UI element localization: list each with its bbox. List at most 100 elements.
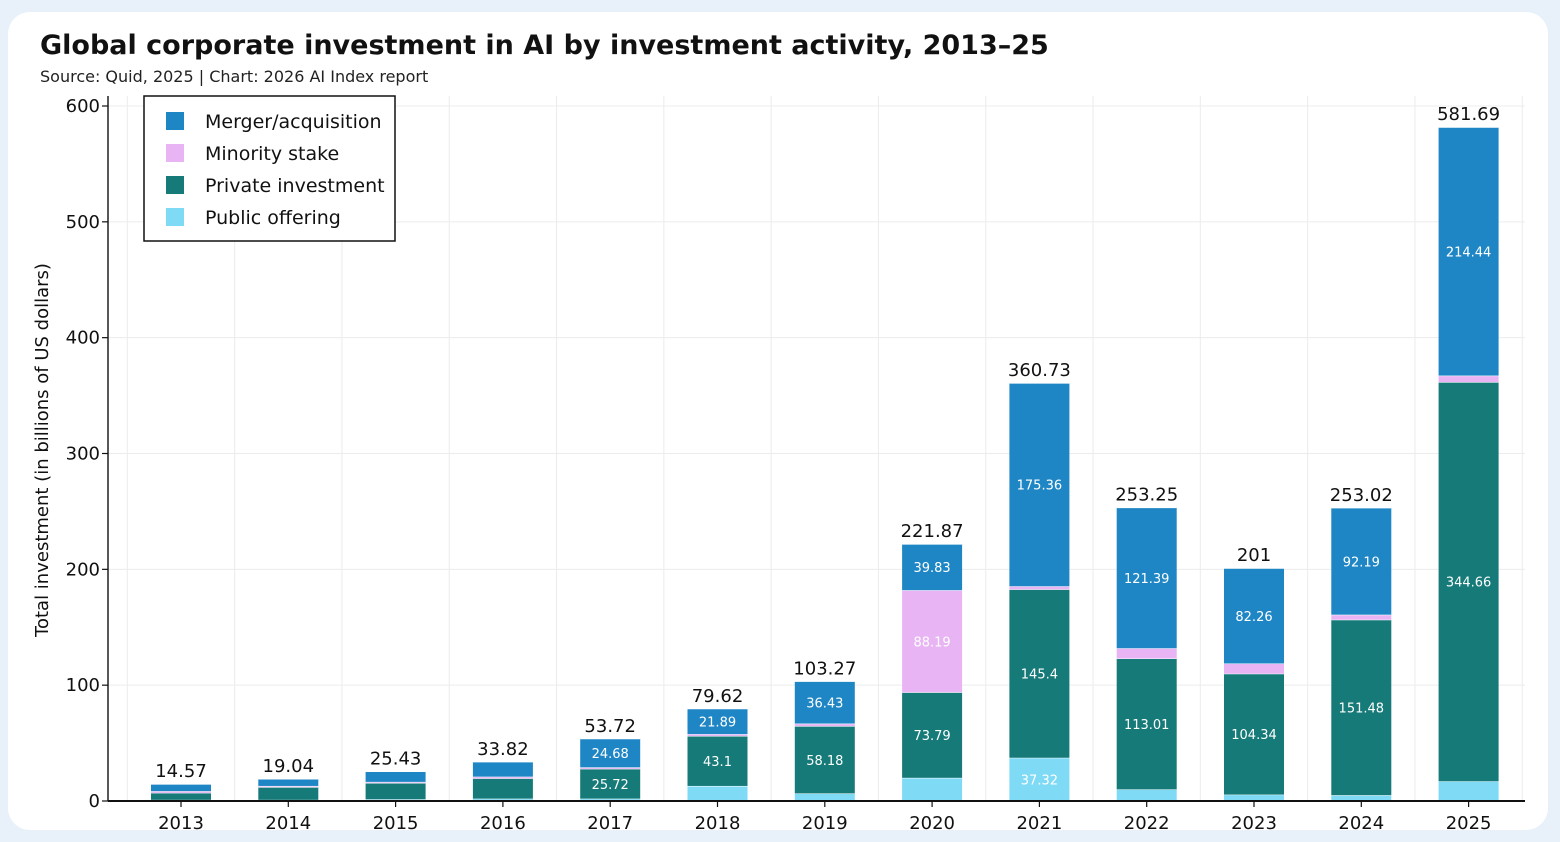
y-tick-label: 100 [66,675,100,696]
segment-value-label: 214.44 [1446,245,1492,260]
bar-total-label: 14.57 [155,761,207,782]
bar-segment-minority-stake [1224,663,1284,674]
legend-label: Minority stake [205,143,339,165]
x-tick-label: 2025 [1446,813,1492,834]
bar-segment-merger-acquisition [258,778,319,786]
legend-swatch [166,112,184,130]
y-tick-label: 300 [66,444,100,465]
legend-label: Private investment [205,175,385,197]
bar-segment-minority-stake [580,767,641,769]
bar-total-label: 53.72 [584,716,636,737]
x-tick-label: 2020 [909,813,955,834]
bar-total-label: 79.62 [692,686,744,707]
y-tick-label: 200 [66,559,100,580]
bar-segment-minority-stake [1116,648,1177,659]
x-tick-label: 2021 [1016,813,1062,834]
bar-segment-public-offering [1438,781,1499,801]
bar-segment-merger-acquisition [151,784,211,792]
bar-segment-public-offering [1331,795,1392,801]
bar-total-label: 581.69 [1437,104,1500,125]
x-tick-label: 2023 [1231,813,1277,834]
x-tick-label: 2024 [1338,813,1384,834]
bar-total-label: 33.82 [477,739,529,760]
grid-lines [108,96,1525,801]
bar-segment-minority-stake [365,781,426,784]
bar-segment-merger-acquisition [1224,568,1284,664]
segment-value-label: 113.01 [1124,718,1170,733]
bar-segment-minority-stake [258,785,319,788]
bar-segment-minority-stake [151,791,211,793]
bar-segment-merger-acquisition [365,771,426,782]
bar-segment-private-investment [902,692,963,778]
bar-total-label: 201 [1237,545,1271,566]
segment-value-label: 121.39 [1124,572,1170,587]
bar-total-label: 253.02 [1330,485,1393,506]
bar-segment-private-investment [1438,382,1499,782]
x-tick-label: 2016 [480,813,526,834]
bar-segment-minority-stake [1331,614,1392,620]
bar-segment-minority-stake [687,734,748,737]
bar-segment-merger-acquisition [580,738,641,768]
bar-segment-merger-acquisition [902,544,963,591]
legend-swatch [166,176,184,194]
x-tick-label: 2014 [265,813,311,834]
bar-total-label: 103.27 [793,658,856,679]
bar-segment-public-offering [794,793,855,801]
y-tick-label: 600 [66,96,100,117]
bar-segment-public-offering [1009,757,1070,801]
bar-segment-private-investment [1009,589,1070,758]
bar-segment-merger-acquisition [687,708,748,735]
x-tick-label: 2018 [695,813,741,834]
bar-segment-merger-acquisition [472,761,533,777]
legend: Merger/acquisition Minority stake Private … [143,95,396,242]
bar-segment-private-investment [580,768,641,799]
chart-title: Global corporate investment in AI by inv… [40,30,1049,61]
segment-value-label: 92.19 [1343,555,1380,570]
bar-segment-minority-stake [1009,586,1070,590]
bar-segment-merger-acquisition [1116,507,1177,649]
bar-segment-merger-acquisition [794,681,855,724]
bar-segment-merger-acquisition [1331,507,1392,615]
bar-total-label: 253.25 [1115,485,1178,506]
y-tick-label: 400 [66,328,100,349]
segment-value-label: 39.83 [913,561,950,576]
segment-value-label: 175.36 [1017,479,1063,494]
x-tick-label: 2022 [1124,813,1170,834]
x-tick-label: 2019 [802,813,848,834]
bar-segment-minority-stake [472,776,533,779]
segment-value-label: 145.4 [1021,668,1058,683]
bar-segment-merger-acquisition [1438,127,1499,376]
legend-swatch [166,208,184,226]
segment-value-label: 37.32 [1021,773,1058,788]
segment-value-label: 36.43 [806,696,843,711]
segment-value-label: 43.1 [703,755,732,770]
bar-segment-private-investment [1331,619,1392,796]
y-axis-title: Total investment (in billions of US doll… [32,263,53,638]
bar-segment-public-offering [902,777,963,801]
segment-value-label: 82.26 [1235,610,1272,625]
segment-value-label: 25.72 [592,778,629,793]
bar-segment-private-investment [1224,673,1284,795]
bar-segment-public-offering [472,798,533,801]
segment-value-label: 73.79 [913,729,950,744]
x-tick-label: 2015 [373,813,419,834]
bar-total-label: 360.73 [1008,360,1071,381]
bar-total-label: 25.43 [370,749,422,770]
bar-segment-public-offering [580,798,641,801]
bar-segment-merger-acquisition [1009,383,1070,587]
x-tick-label: 2017 [587,813,633,834]
bar-segment-private-investment [687,736,748,786]
legend-label: Public offering [205,207,341,229]
segment-value-label: 21.89 [699,715,736,730]
bars: 14.57 19.04 25.43 33.82 25.72 24.68 53.72 43.1 2… [151,104,1500,801]
bar-segment-minority-stake [902,590,963,693]
bar-segment-public-offering [1116,789,1177,801]
segment-value-label: 24.68 [592,747,629,762]
legend-box [143,95,396,242]
segment-value-label: 344.66 [1446,576,1492,591]
bar-segment-public-offering [687,785,748,801]
bar-segment-minority-stake [1438,375,1499,383]
chart-subtitle: Source: Quid, 2025 | Chart: 2026 AI Inde… [40,67,429,86]
bar-total-label: 221.87 [901,521,964,542]
